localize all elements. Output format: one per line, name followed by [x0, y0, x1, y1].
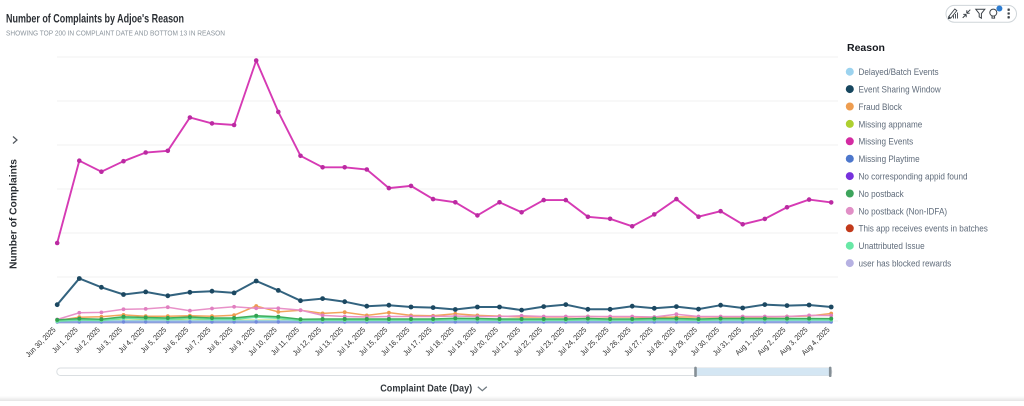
- svg-text:Reason: Reason: [847, 42, 885, 54]
- svg-text:Missing Events: Missing Events: [859, 137, 914, 147]
- svg-text:Fraud Block: Fraud Block: [859, 102, 903, 112]
- svg-text:Number of Complaints by Adjoe': Number of Complaints by Adjoe's Reason: [6, 12, 184, 26]
- svg-text:SHOWING TOP 200 IN COMPLAINT D: SHOWING TOP 200 IN COMPLAINT DATE AND BO…: [6, 31, 225, 38]
- svg-text:No postback: No postback: [859, 189, 904, 199]
- svg-text:No postback (Non-IDFA): No postback (Non-IDFA): [859, 206, 948, 216]
- svg-text:No corresponding appid found: No corresponding appid found: [859, 172, 968, 182]
- svg-text:Number of Complaints: Number of Complaints: [9, 159, 20, 269]
- svg-text:user has blocked rewards: user has blocked rewards: [859, 259, 952, 269]
- svg-text:Missing Playtime: Missing Playtime: [859, 154, 920, 164]
- svg-text:Missing appname: Missing appname: [859, 119, 923, 129]
- svg-text:Unattributed Issue: Unattributed Issue: [859, 241, 925, 251]
- svg-text:This app receives events in ba: This app receives events in batches: [859, 224, 989, 234]
- svg-text:Event Sharing Window: Event Sharing Window: [859, 85, 942, 95]
- svg-text:Delayed/Batch Events: Delayed/Batch Events: [859, 67, 939, 77]
- svg-text:Complaint Date (Day): Complaint Date (Day): [380, 384, 472, 395]
